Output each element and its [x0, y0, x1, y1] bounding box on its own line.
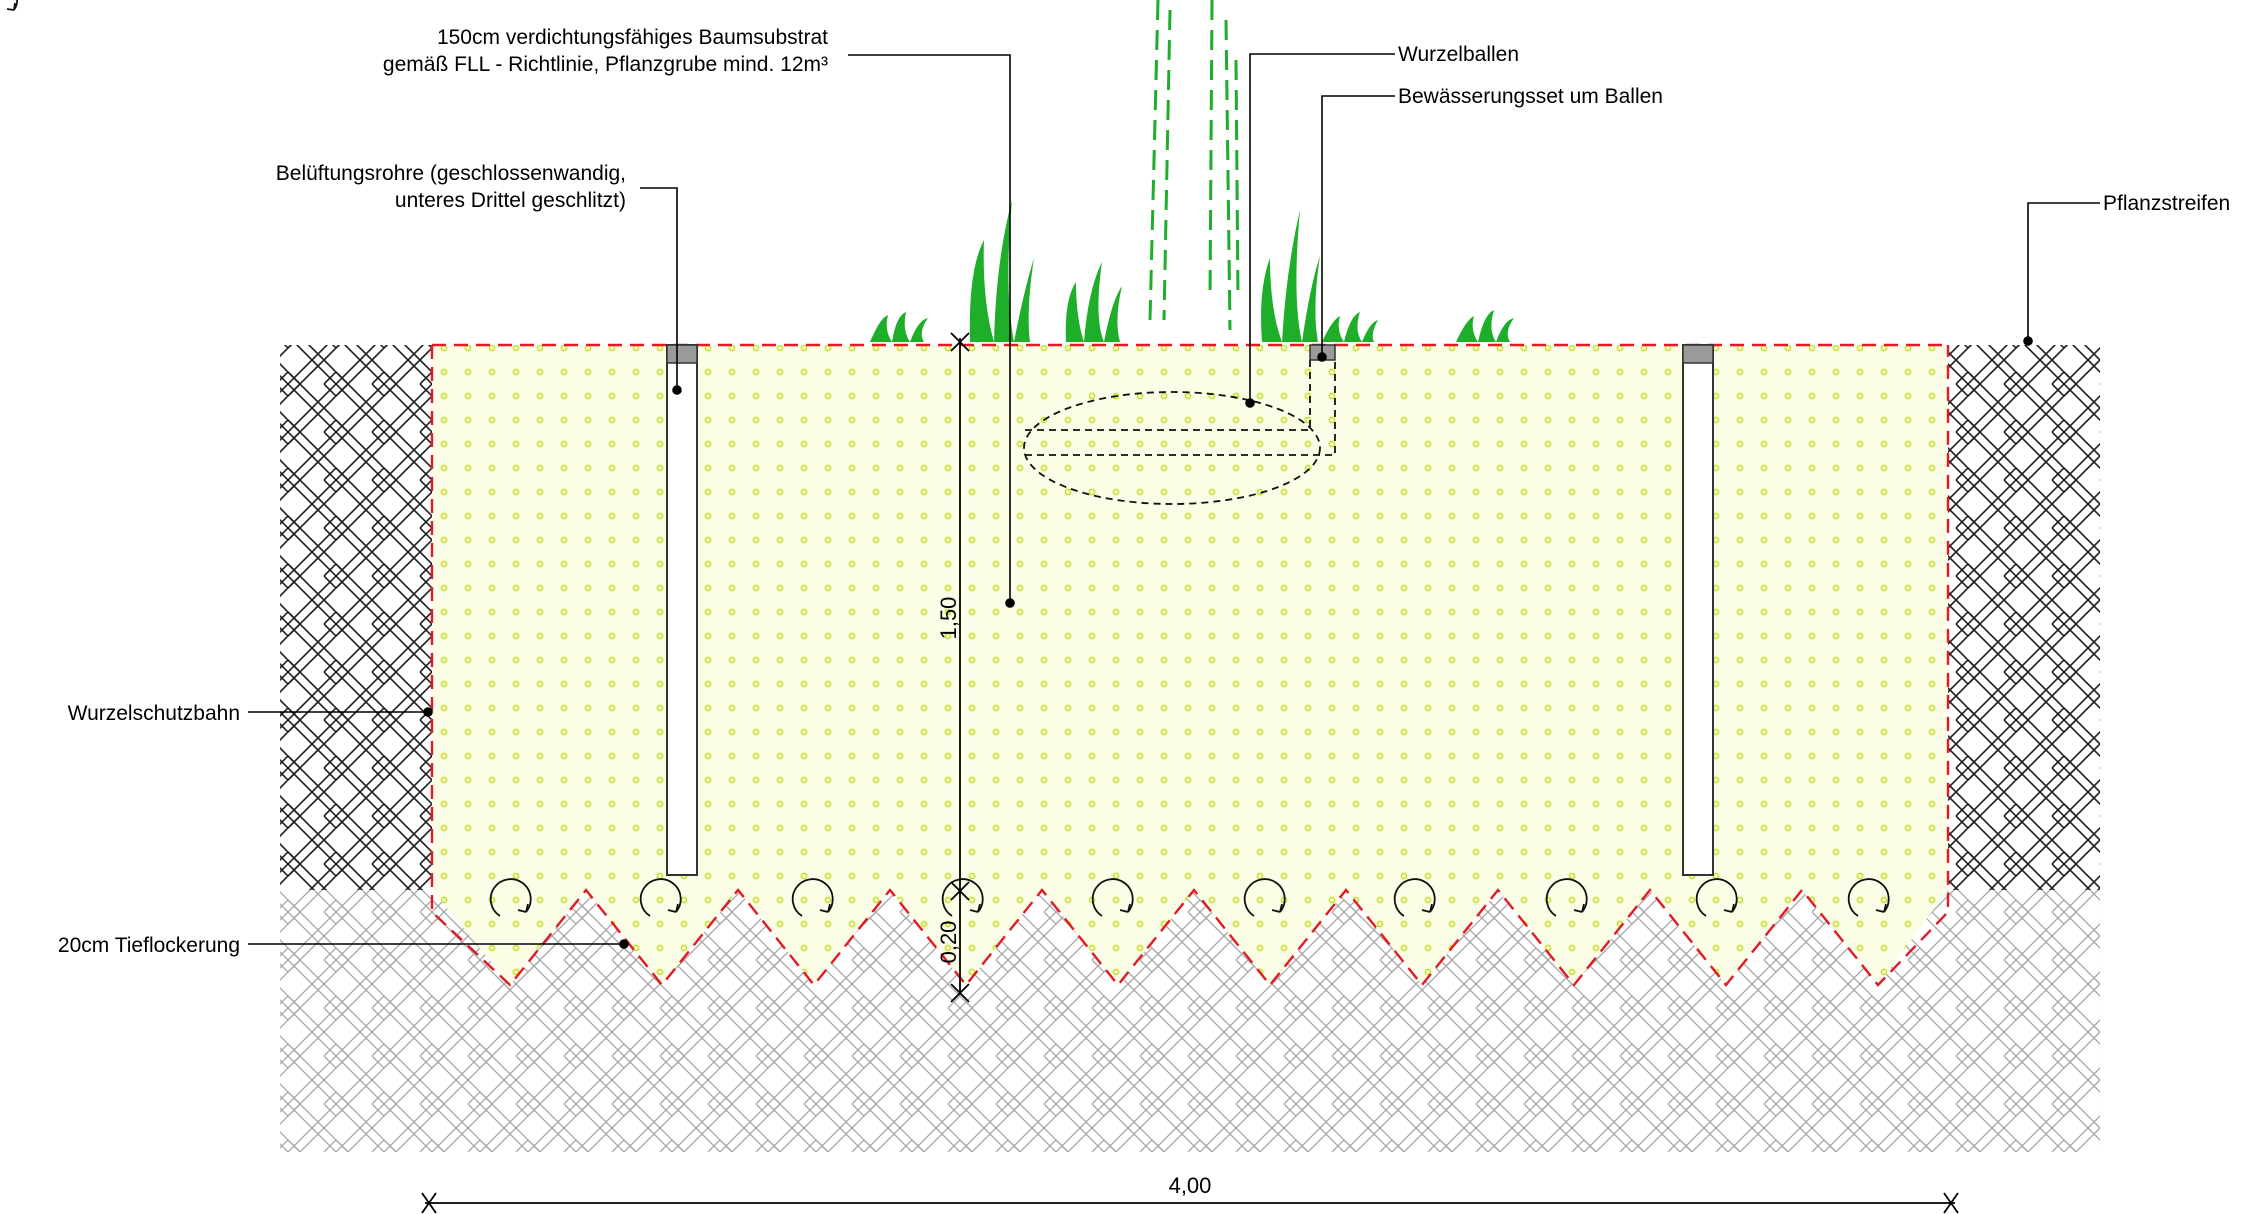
label-aeration-line2: unteres Drittel geschlitzt) [395, 189, 626, 212]
loosening-rotation-symbol [489, 878, 532, 917]
depth-dimension-label: 1,50 [936, 597, 961, 640]
loosening-rotation-symbol [791, 878, 834, 917]
label-aeration-line1: Belüftungsrohre (geschlossenwandig, [276, 162, 626, 185]
loosening-rotation-symbol [1393, 878, 1436, 917]
soil-left [280, 345, 432, 890]
label-irrigation: Bewässerungsset um Ballen [1398, 85, 1663, 108]
loosening-rotation-symbol [1091, 878, 1134, 917]
root-ball-shape [1023, 391, 1321, 505]
loosening-rotation-symbol [1695, 878, 1738, 917]
width-dimension-label: 4,00 [1169, 1173, 1212, 1198]
grass-tufts [870, 200, 1514, 342]
loosening-rotation-symbol [639, 878, 682, 917]
loosening-rotation-symbol [1847, 878, 1890, 917]
loosening-rotation-symbol [1545, 878, 1588, 917]
irrigation-set [1025, 360, 1336, 456]
label-planting-strip: Pflanzstreifen [2103, 192, 2230, 215]
label-deep-loosening: 20cm Tieflockerung [58, 934, 240, 957]
label-root-barrier: Wurzelschutzbahn [68, 702, 240, 725]
label-root-ball: Wurzelballen [1398, 43, 1519, 66]
depth-dimension-line [950, 332, 970, 1003]
soil-right [1948, 345, 2100, 890]
loosening-dimension-label: 0,20 [936, 921, 961, 964]
label-substrate-line2: gemäß FLL - Richtlinie, Pflanzgrube mind… [383, 53, 828, 76]
loosening-rotation-symbol [1243, 878, 1286, 917]
substrate-area [432, 345, 1948, 985]
aeration-pipe-right [1682, 344, 1714, 876]
aeration-pipe-left [666, 344, 698, 876]
tree-trunk [1148, 0, 1240, 331]
leader-lines [248, 53, 2100, 949]
loosening-symbols [6, 0, 19, 11]
width-dimension-line [421, 1192, 1959, 1214]
label-substrate-line1: 150cm verdichtungsfähiges Baumsubstrat [437, 26, 828, 49]
subsoil-area [280, 890, 2100, 1152]
